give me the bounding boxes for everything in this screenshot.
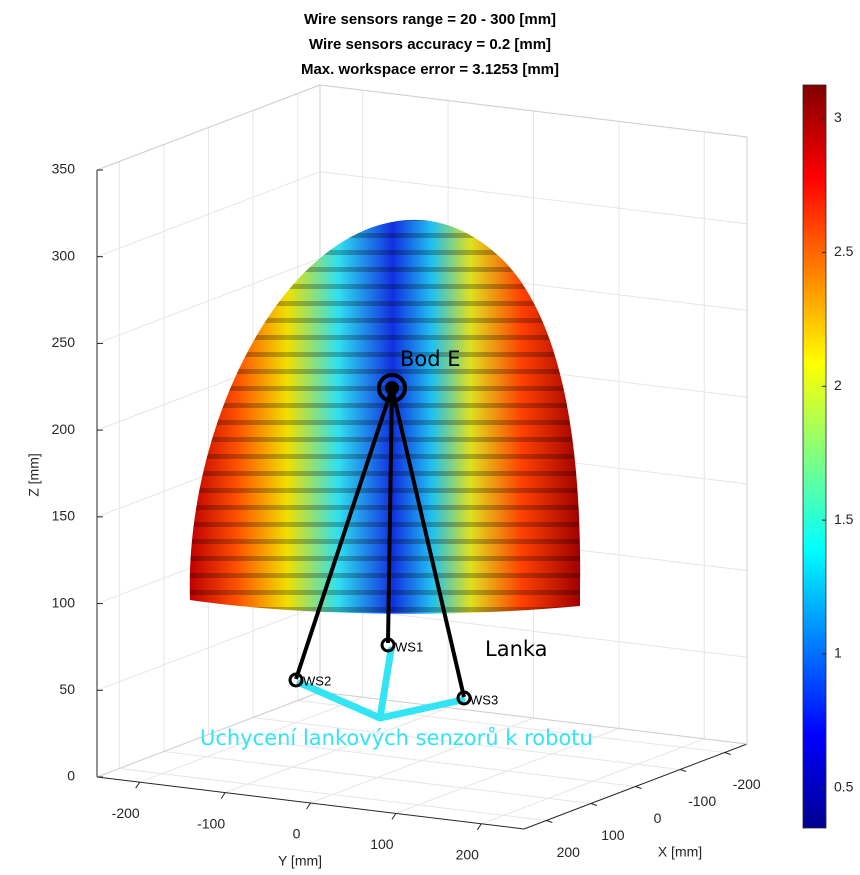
sensor-label: WS2 [303,673,331,688]
tick-mark [636,787,642,789]
colorbar [803,85,826,828]
y-tick-label: 100 [370,836,394,852]
tick-mark [392,813,396,819]
tick-mark [136,782,140,788]
colorbar-tick-label: 0.5 [834,779,854,795]
chart-title: Wire sensors range = 20 - 300 [mm] [304,11,556,28]
y-tick-label: 0 [293,826,301,842]
z-tick-label: 0 [67,768,75,784]
sensor-label: WS1 [395,639,423,654]
x-tick-label: -200 [733,776,761,792]
z-axis-label: Z [mm] [26,453,42,497]
z-tick-label: 150 [52,508,76,524]
z-tick-label: 200 [52,421,76,437]
z-tick-label: 300 [52,247,76,263]
grid-line [481,739,704,824]
tick-mark [546,821,552,823]
y-tick-label: -200 [112,805,140,821]
tick-mark [680,770,686,772]
y-tick-label: 200 [456,847,480,863]
sensor-label: WS3 [470,692,498,707]
y-tick-label: -100 [197,815,225,831]
x-tick-label: 100 [601,827,625,843]
x-tick-label: -100 [688,793,716,809]
x-tick-label: 0 [654,810,662,826]
tick-mark [477,824,481,830]
x-tick-label: 200 [557,844,581,860]
colorbar-tick-label: 1.5 [834,511,854,527]
z-tick-label: 250 [52,334,76,350]
tick-mark [591,804,597,806]
z-tick-label: 50 [59,681,75,697]
tick-mark [725,753,731,755]
colorbar-tick-label: 2.5 [834,243,854,259]
colorbar-tick-label: 2 [834,377,842,393]
colorbar-tick-label: 3 [834,109,842,125]
x-axis-label: X [mm] [658,844,702,860]
z-tick-label: 350 [52,161,76,177]
chart: Bod E Lanka WS1 WS2 WS3 Uchycení lankový… [0,0,860,875]
z-tick-label: 100 [52,594,76,610]
wires-label: Lanka [485,637,548,661]
tick-mark [307,803,311,809]
grid-line [225,708,448,793]
point-label: Bod E [400,347,461,371]
y-axis-label: Y [mm] [278,853,322,869]
tick-mark [221,793,225,799]
mount-label: Uchycení lankových senzorů k robotu [200,726,593,750]
colorbar-tick-label: 1 [834,645,842,661]
chart-title: Max. workspace error = 3.1253 [mm] [301,61,559,78]
chart-title: Wire sensors accuracy = 0.2 [mm] [309,36,551,53]
